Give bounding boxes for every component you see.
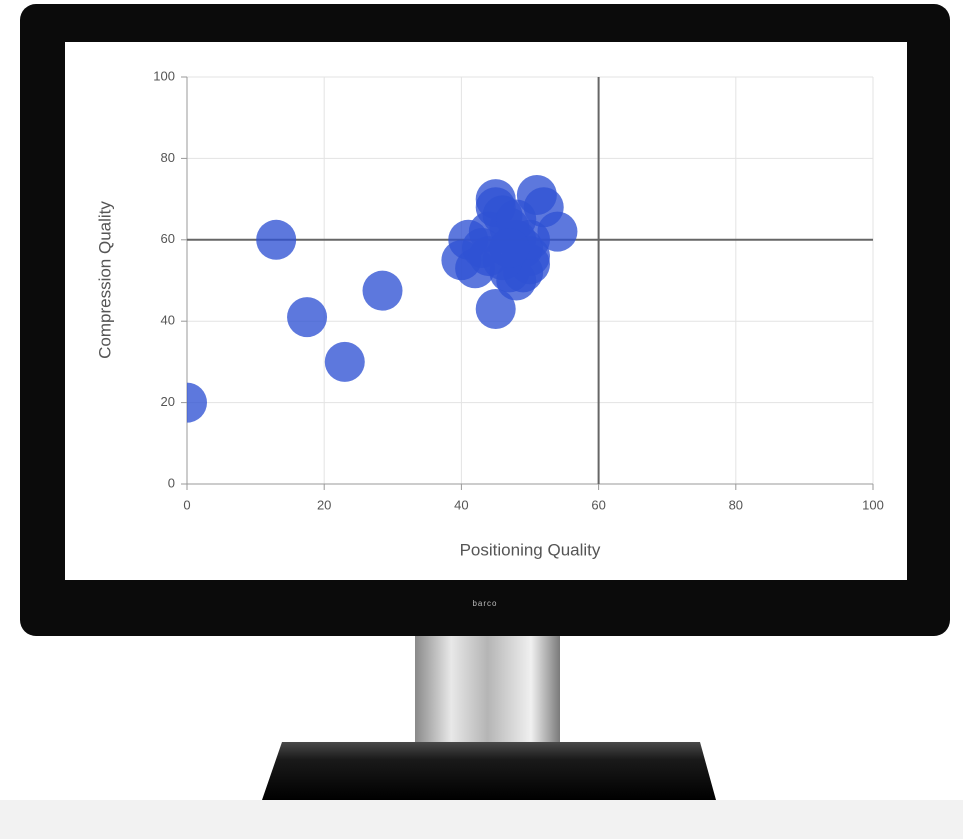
y-tick-label: 0 (168, 475, 175, 490)
y-tick-label: 100 (153, 68, 175, 83)
y-tick-label: 20 (161, 394, 175, 409)
floor (0, 800, 963, 839)
points (187, 175, 578, 423)
point (324, 341, 365, 382)
point (475, 288, 516, 329)
x-tick-label: 100 (862, 497, 884, 512)
chart: Positioning Quality Compression Quality … (95, 68, 883, 559)
y-axis-title: Compression Quality (95, 201, 114, 359)
point (362, 270, 403, 311)
y-tick-label: 40 (161, 313, 175, 328)
brand-logo: barco (472, 599, 497, 608)
x-axis-title: Positioning Quality (460, 540, 601, 559)
x-tick-label: 20 (317, 497, 331, 512)
x-tick-label: 0 (183, 497, 190, 512)
stand-base (262, 742, 716, 800)
y-tick-label: 80 (161, 150, 175, 165)
point (287, 297, 328, 338)
point (256, 219, 297, 260)
point (489, 227, 530, 268)
y-tick-label: 60 (161, 231, 175, 246)
stand-neck (415, 630, 560, 760)
x-tick-label: 60 (591, 497, 605, 512)
x-tick-label: 40 (454, 497, 468, 512)
point (187, 382, 207, 423)
x-tick-label: 80 (729, 497, 743, 512)
